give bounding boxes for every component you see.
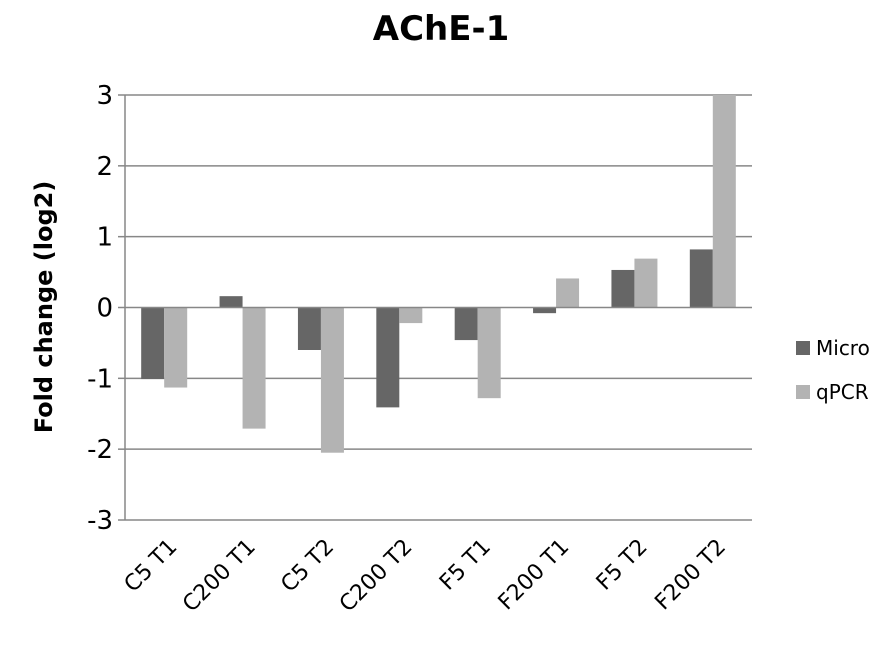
bar-qpcr-f5-t1 [477,307,501,399]
x-tick-label: F5 T2 [592,535,653,596]
y-axis-ticks: -3 -2 -1 0 1 2 3 [87,81,125,536]
bar-micro-f200-t2 [689,249,713,308]
bar-micro-c5-t2 [297,307,321,350]
bar-qpcr-f200-t1 [556,278,580,308]
legend-label-qpcr: qPCR [816,380,869,404]
bar-micro-c200-t2 [376,307,400,408]
bar-micro-c200-t1 [219,296,243,308]
axes [124,95,752,520]
x-tick-label: C5 T1 [120,535,183,598]
bar-micro-c5-t1 [141,307,165,380]
x-tick-label: C200 T1 [178,535,261,618]
y-tick-label: 3 [96,81,113,111]
bar-micro-f200-t1 [533,307,557,314]
bar-qpcr-c5-t1 [164,307,188,388]
bars [141,95,736,453]
x-tick-label: F200 T1 [494,535,575,616]
legend-swatch-micro [796,341,810,355]
bar-qpcr-c200-t1 [242,307,266,429]
x-tick-label: C200 T2 [335,535,418,618]
bar-qpcr-c200-t2 [399,307,423,324]
bar-qpcr-f200-t2 [712,95,736,308]
bar-micro-f5-t2 [611,269,635,308]
y-tick-label: 0 [96,294,113,324]
x-tick-label: F5 T1 [435,535,496,596]
y-axis-label: Fold change (log2) [30,181,58,434]
x-tick-label: F200 T2 [650,535,731,616]
legend-label-micro: Micro [816,336,870,360]
y-tick-label: -2 [87,435,113,465]
y-tick-label: -1 [87,364,113,394]
y-tick-label: 2 [96,152,113,182]
bar-micro-f5-t1 [454,307,478,341]
chart-title: AChE-1 [373,9,509,49]
y-tick-label: -3 [87,506,113,536]
x-tick-label: C5 T2 [276,535,339,598]
bar-qpcr-f5-t2 [634,258,658,308]
legend: Micro qPCR [796,336,870,404]
bar-qpcr-c5-t2 [320,307,344,453]
gridlines [125,94,752,521]
legend-swatch-qpcr [796,385,810,399]
y-tick-label: 1 [96,223,113,253]
